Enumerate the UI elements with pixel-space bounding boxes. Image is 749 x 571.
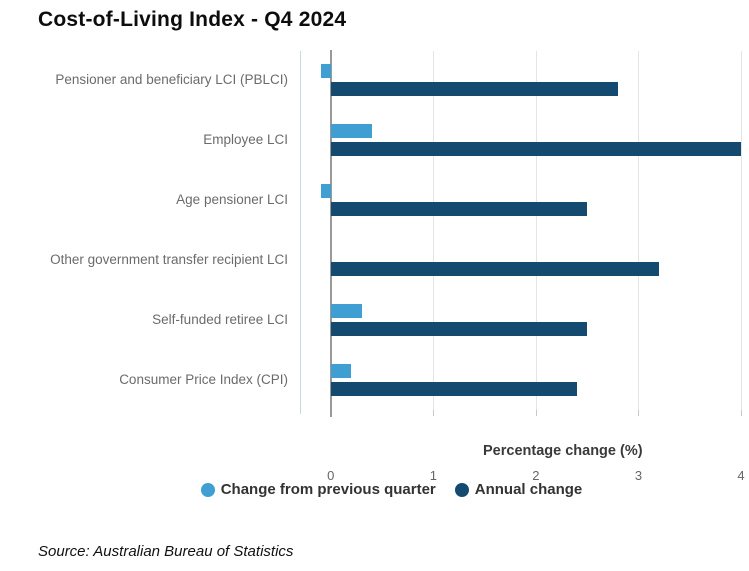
category-label: Other government transfer recipient LCI (50, 252, 288, 267)
bar-annual-change[interactable] (330, 202, 588, 216)
x-axis-label: Percentage change (%) (483, 443, 643, 459)
bar-annual-change[interactable] (330, 142, 741, 156)
axis-tick (638, 410, 640, 416)
category-label: Age pensioner LCI (176, 192, 288, 207)
legend-label: Change from previous quarter (220, 481, 436, 498)
bar-annual-change[interactable] (330, 82, 618, 96)
plot-area: 0 1 2 3 4 (300, 50, 745, 483)
bar-annual-change[interactable] (330, 322, 588, 336)
bar-annual-change[interactable] (330, 262, 659, 276)
bar-quarterly-change[interactable] (320, 64, 331, 78)
legend-swatch-icon (200, 482, 215, 497)
bar-quarterly-change[interactable] (330, 304, 362, 318)
category-label: Pensioner and beneficiary LCI (PBLCI) (55, 72, 288, 87)
bar-quarterly-change[interactable] (320, 184, 331, 198)
legend-item[interactable]: Change from previous quarter (200, 481, 436, 498)
x-tick-label: 2 (532, 468, 540, 483)
zero-baseline (329, 50, 332, 417)
plot-left-border (300, 51, 301, 414)
chart-title: Cost-of-Living Index - Q4 2024 (38, 8, 347, 31)
bar-quarterly-change[interactable] (330, 364, 352, 378)
gridline (741, 51, 742, 410)
axis-tick (433, 410, 435, 416)
bar-quarterly-change[interactable] (330, 124, 372, 138)
x-tick-label: 0 (327, 468, 335, 483)
x-tick-label: 4 (737, 468, 745, 483)
legend-swatch-icon (454, 482, 469, 497)
legend-item[interactable]: Annual change (454, 481, 583, 498)
source-note: Source: Australian Bureau of Statistics (38, 543, 294, 560)
gridline (535, 51, 537, 410)
gridline (433, 51, 435, 410)
axis-tick (741, 410, 742, 416)
gridline (638, 51, 640, 410)
legend-label: Annual change (474, 481, 583, 498)
category-label: Consumer Price Index (CPI) (119, 372, 288, 387)
chart-legend: Change from previous quarter Annual chang… (0, 481, 749, 498)
x-tick-label: 1 (429, 468, 437, 483)
category-label: Self-funded retiree LCI (152, 312, 288, 327)
category-label: Employee LCI (203, 132, 288, 147)
bar-annual-change[interactable] (330, 382, 577, 396)
axis-tick (535, 410, 537, 416)
x-tick-label: 3 (634, 468, 643, 483)
